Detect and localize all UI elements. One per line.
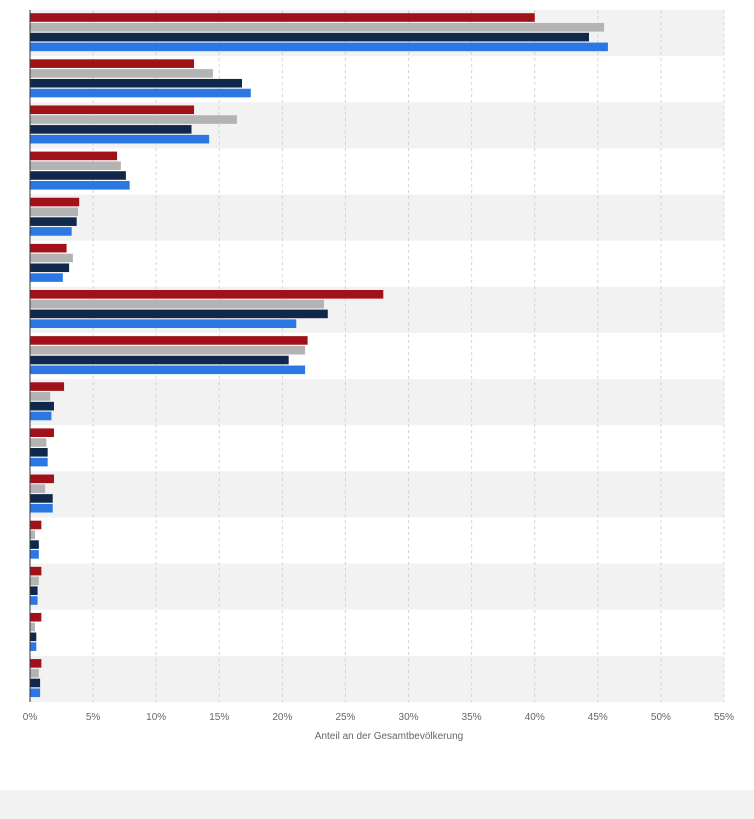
row-band (30, 379, 724, 426)
x-tick-label: 15% (209, 712, 229, 723)
bar-4-series-3 (30, 171, 126, 180)
row-band (30, 563, 724, 610)
bar-14-series-1 (30, 612, 42, 622)
bar-13-series-2 (30, 576, 39, 586)
bar-10-series-4 (30, 457, 48, 467)
bar-6-series-2 (30, 253, 73, 263)
bar-1-series-1 (30, 13, 535, 22)
bar-7-series-1 (30, 290, 384, 299)
bar-15-series-2 (30, 668, 39, 678)
x-tick-label: 20% (272, 712, 292, 723)
bar-13-series-4 (30, 596, 38, 605)
x-tick-label: 5% (86, 712, 101, 723)
x-tick-label: 0% (23, 712, 38, 723)
bar-12-series-4 (30, 550, 39, 559)
bar-4-series-1 (30, 151, 118, 161)
bar-8-series-2 (30, 345, 306, 355)
bar-2-series-2 (30, 69, 213, 78)
bar-6-series-4 (30, 273, 63, 282)
bar-2-series-1 (30, 59, 195, 68)
bar-5-series-4 (30, 227, 72, 236)
bar-1-series-4 (30, 42, 608, 52)
bar-3-series-2 (30, 115, 237, 124)
bar-chart: 0% 5% 10% 15% 20% 25% 30% 35% 40% 45% 50% 55% Anteil… (23, 10, 734, 742)
bar-13-series-3 (30, 586, 38, 595)
bar-13-series-1 (30, 566, 42, 576)
bar-5-series-2 (30, 207, 78, 217)
bar-11-series-2 (30, 484, 46, 493)
bar-3-series-1 (30, 105, 195, 115)
row-band (30, 194, 724, 241)
x-axis-title: Anteil an der Gesamtbevölkerung (315, 731, 463, 742)
bar-1-series-2 (30, 23, 605, 32)
bar-14-series-3 (30, 632, 37, 642)
x-tick-label: 40% (525, 712, 545, 723)
x-tick-label: 30% (399, 712, 419, 723)
bar-10-series-1 (30, 428, 54, 437)
row-band (30, 471, 724, 518)
bar-8-series-4 (30, 365, 306, 375)
bar-2-series-4 (30, 88, 251, 98)
bar-10-series-3 (30, 448, 48, 457)
bar-4-series-4 (30, 181, 130, 190)
x-tick-label: 35% (462, 712, 482, 723)
bar-11-series-3 (30, 494, 53, 503)
bar-11-series-4 (30, 503, 53, 513)
bar-12-series-2 (30, 530, 36, 540)
bar-6-series-1 (30, 243, 67, 253)
bar-7-series-4 (30, 319, 297, 328)
bar-9-series-1 (30, 382, 65, 391)
bar-7-series-2 (30, 299, 325, 309)
x-tick-label: 25% (335, 712, 355, 723)
x-tick-label: 10% (146, 712, 166, 723)
bar-2-series-3 (30, 78, 242, 88)
bar-7-series-3 (30, 309, 328, 319)
bar-9-series-4 (30, 411, 52, 421)
bar-15-series-1 (30, 659, 42, 668)
x-tick-label: 50% (651, 712, 671, 723)
bar-1-series-3 (30, 32, 589, 42)
bar-12-series-3 (30, 540, 39, 549)
bar-9-series-3 (30, 401, 54, 411)
bar-12-series-1 (30, 520, 42, 530)
bar-4-series-2 (30, 161, 121, 170)
row-band (30, 655, 724, 702)
bar-15-series-3 (30, 678, 41, 688)
bar-14-series-2 (30, 622, 36, 632)
bar-3-series-4 (30, 134, 210, 144)
bar-3-series-3 (30, 125, 192, 134)
bar-5-series-1 (30, 197, 80, 207)
bar-11-series-1 (30, 474, 54, 484)
bar-8-series-3 (30, 355, 289, 365)
x-tick-label: 55% (714, 712, 734, 723)
chart-card: 0% 5% 10% 15% 20% 25% 30% 35% 40% 45% 50% 55% Anteil… (0, 0, 754, 790)
bar-15-series-4 (30, 688, 41, 698)
x-tick-label: 45% (588, 712, 608, 723)
bar-9-series-2 (30, 392, 51, 401)
bar-6-series-3 (30, 263, 70, 273)
bar-14-series-4 (30, 642, 37, 651)
bar-5-series-3 (30, 217, 77, 226)
bar-10-series-2 (30, 438, 47, 447)
bar-8-series-1 (30, 336, 308, 345)
